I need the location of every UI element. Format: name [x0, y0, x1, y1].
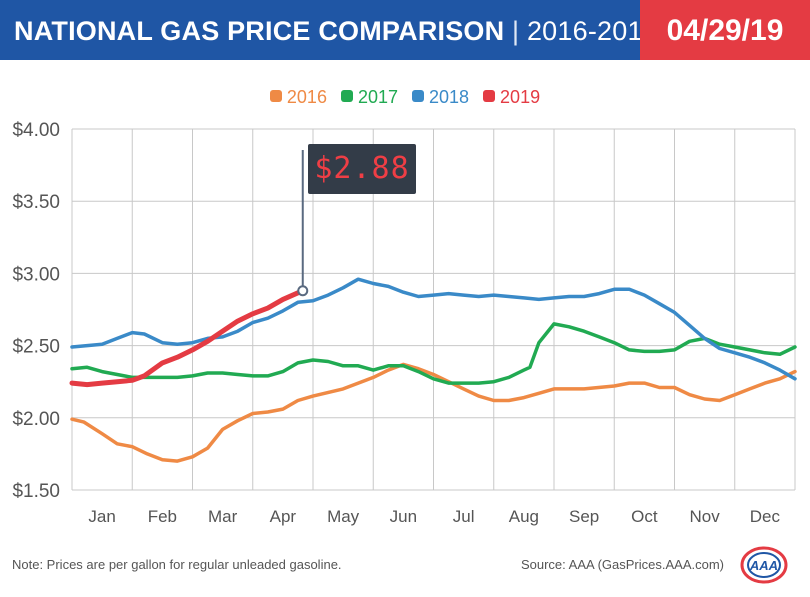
series-line-2017	[70, 322, 797, 385]
x-tick-label: Jul	[453, 507, 475, 526]
legend-item-2017: 2017	[340, 86, 398, 108]
y-tick-label: $2.50	[12, 337, 60, 358]
date-badge: 04/29/19	[640, 0, 810, 60]
header-bar: NATIONAL GAS PRICE COMPARISON | 2016-201…	[0, 0, 810, 60]
x-tick-label: Dec	[750, 507, 781, 526]
chart-legend: 2016 2017 2018 2019	[0, 86, 810, 108]
svg-text:AAA: AAA	[749, 558, 778, 573]
series-line-2019	[69, 288, 306, 388]
header-title: NATIONAL GAS PRICE COMPARISON | 2016-201…	[14, 0, 658, 60]
series-line-2016	[70, 362, 797, 463]
footer-source: Source: AAA (GasPrices.AAA.com)	[520, 557, 724, 572]
legend-label: 2016	[286, 87, 327, 108]
y-tick-label: $1.50	[12, 481, 60, 502]
legend-swatch	[269, 90, 282, 103]
legend-item-2019: 2019	[483, 86, 540, 108]
x-tick-label: Jan	[88, 507, 115, 526]
x-tick-label: Sep	[569, 507, 599, 526]
x-tick-label: Oct	[631, 507, 658, 526]
legend-swatch	[340, 90, 353, 103]
title-main: NATIONAL GAS PRICE COMPARISON	[14, 16, 505, 46]
x-tick-label: Apr	[270, 507, 297, 526]
x-tick-label: May	[327, 507, 360, 526]
legend-swatch	[483, 90, 496, 103]
latest-point-marker	[297, 285, 309, 297]
x-tick-label: Aug	[509, 507, 539, 526]
x-tick-label: Feb	[148, 507, 177, 526]
price-callout-value: $2.88	[314, 151, 410, 186]
y-tick-label: $3.50	[12, 192, 60, 213]
title-separator: |	[512, 16, 520, 46]
gas-price-chart: $1.50 $2.00 $2.50 $3.00 $3.50 $4.00 Jan Feb Mar A…	[12, 120, 797, 526]
legend-item-2016: 2016	[269, 86, 327, 108]
aaa-logo-icon: AAA	[740, 546, 788, 584]
legend-label: 2018	[429, 87, 470, 108]
x-tick-label: Jun	[390, 507, 417, 526]
title-range: 2016-2019	[526, 16, 658, 46]
series-line-2018	[70, 277, 797, 381]
footer-note: Note: Prices are per gallon for regular …	[12, 557, 342, 572]
legend-item-2018: 2018	[412, 86, 469, 108]
price-callout: $2.88	[308, 144, 416, 194]
y-tick-label: $4.00	[12, 120, 60, 141]
legend-swatch	[412, 90, 424, 103]
y-tick-label: $2.00	[12, 409, 60, 430]
y-tick-label: $3.00	[12, 264, 60, 285]
x-tick-label: Mar	[208, 507, 238, 526]
x-tick-label: Nov	[690, 507, 721, 526]
legend-label: 2017	[357, 87, 398, 108]
legend-label: 2019	[500, 87, 541, 108]
